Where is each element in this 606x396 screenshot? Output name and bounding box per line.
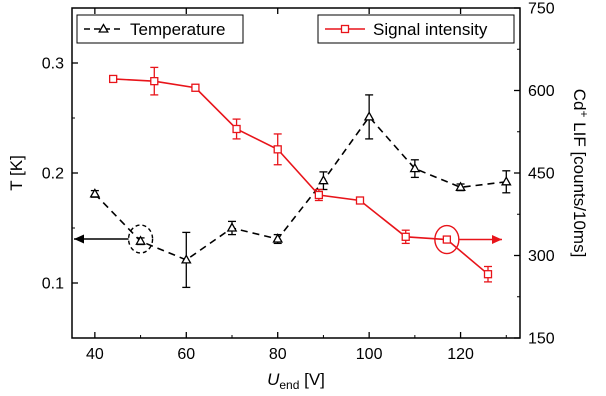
x-tick-label-80: 80	[269, 346, 287, 363]
temperature-point	[180, 254, 192, 264]
signal-point	[232, 124, 241, 134]
annotation-arrow-head-1	[492, 235, 502, 245]
legend-signal-marker	[340, 24, 350, 34]
y-left-tick-label-0.1: 0.1	[42, 276, 64, 293]
temperature-point	[318, 174, 329, 185]
y-axis-title-right: Cd+ LIF [counts/10ms]	[570, 89, 591, 258]
x-tick-label-100: 100	[356, 346, 383, 363]
series-0	[89, 94, 512, 289]
temperature-point	[409, 162, 421, 173]
signal-point	[108, 74, 118, 84]
signal-point	[150, 77, 159, 86]
signal-point	[483, 270, 493, 279]
legend-signal: Signal intensity	[317, 14, 515, 44]
legend-temperature-label: Temperature	[130, 20, 225, 39]
series-1	[108, 66, 493, 283]
plot-frame	[71, 7, 521, 339]
temperature-point	[500, 175, 512, 186]
temperature-point	[455, 181, 466, 191]
legend-temperature-marker	[98, 23, 109, 33]
temperature-point	[226, 222, 238, 232]
ticks-group: 40 60 80 100 120 0.1 0.2 0.3 150 300 450 600 750	[42, 1, 555, 364]
y-right-tick-label-600: 600	[528, 83, 555, 100]
y-left-tick-label-0.3: 0.3	[42, 56, 64, 73]
y-right-tick-label-300: 300	[528, 248, 555, 265]
series-group	[89, 66, 512, 289]
signal-point	[355, 196, 365, 205]
series-1-line	[113, 78, 489, 275]
legend-temperature: Temperature	[76, 14, 244, 44]
x-tick-label-120: 120	[447, 346, 474, 363]
signal-point	[191, 83, 200, 92]
x-axis-title: Uend [V]	[267, 370, 325, 392]
y-left-tick-label-0.2: 0.2	[42, 166, 64, 183]
temperature-point	[272, 233, 284, 243]
signal-point	[314, 190, 324, 200]
temperature-point	[135, 235, 146, 245]
y-axis-title-left: T [K]	[7, 155, 26, 191]
annotation-arrow-head-0	[74, 234, 84, 244]
temperature-point	[363, 111, 375, 121]
legend-signal-label: Signal intensity	[373, 20, 488, 39]
series-0-line	[94, 115, 507, 261]
annotations	[74, 224, 502, 255]
signal-point	[401, 232, 410, 241]
temperature-point	[89, 188, 101, 198]
y-right-tick-label-450: 450	[528, 166, 555, 183]
annotation-ellipse-0	[127, 224, 154, 254]
x-tick-label-60: 60	[177, 346, 195, 363]
y-right-tick-label-150: 150	[528, 331, 555, 348]
signal-point	[442, 235, 452, 244]
signal-point	[273, 145, 282, 154]
x-tick-label-40: 40	[86, 346, 104, 363]
y-right-tick-label-750: 750	[528, 1, 555, 18]
